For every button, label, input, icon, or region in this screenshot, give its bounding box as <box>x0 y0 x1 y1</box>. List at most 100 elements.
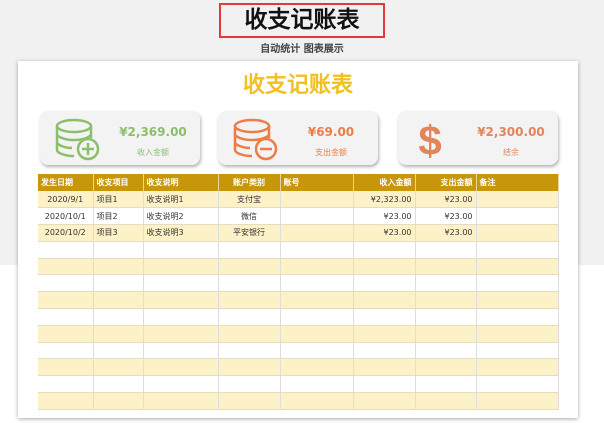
table-cell[interactable]: 项目2 <box>93 207 144 226</box>
table-cell[interactable] <box>415 241 477 259</box>
table-cell[interactable] <box>280 258 354 276</box>
table-cell[interactable] <box>143 342 219 360</box>
table-cell[interactable] <box>93 325 144 343</box>
table-cell[interactable] <box>353 342 416 360</box>
table-cell[interactable]: 2020/10/2 <box>38 224 94 242</box>
table-cell[interactable] <box>415 258 477 276</box>
table-cell[interactable] <box>93 358 144 377</box>
table-cell[interactable] <box>218 342 281 360</box>
table-cell[interactable] <box>476 191 559 209</box>
table-cell[interactable]: 收支说明1 <box>143 191 219 209</box>
table-cell[interactable] <box>218 358 281 377</box>
table-cell[interactable] <box>476 241 559 259</box>
table-cell[interactable] <box>476 325 559 343</box>
column-header[interactable]: 收支项目 <box>93 174 144 191</box>
table-cell[interactable] <box>415 274 477 293</box>
table-cell[interactable] <box>280 191 354 209</box>
table-cell[interactable] <box>218 241 281 259</box>
table-cell[interactable]: 支付宝 <box>218 191 281 209</box>
table-cell[interactable] <box>93 392 144 410</box>
table-cell[interactable] <box>280 342 354 360</box>
table-cell[interactable] <box>353 308 416 326</box>
table-cell[interactable] <box>280 392 354 410</box>
table-cell[interactable] <box>38 291 94 310</box>
table-cell[interactable] <box>143 274 219 293</box>
column-header[interactable]: 收入金额 <box>353 174 416 191</box>
table-cell[interactable] <box>38 241 94 259</box>
table-cell[interactable] <box>143 375 219 394</box>
column-header[interactable]: 备注 <box>476 174 559 191</box>
table-cell[interactable] <box>476 375 559 394</box>
table-cell[interactable] <box>38 274 94 293</box>
table-cell[interactable]: ¥2,323.00 <box>353 191 416 209</box>
table-cell[interactable] <box>415 342 477 360</box>
table-cell[interactable] <box>280 207 354 226</box>
table-cell[interactable] <box>280 274 354 293</box>
table-cell[interactable] <box>476 274 559 293</box>
table-cell[interactable] <box>415 291 477 310</box>
table-cell[interactable]: ¥23.00 <box>353 207 416 226</box>
table-cell[interactable] <box>93 342 144 360</box>
table-cell[interactable] <box>38 375 94 394</box>
table-cell[interactable] <box>218 308 281 326</box>
table-cell[interactable] <box>476 291 559 310</box>
table-cell[interactable] <box>218 258 281 276</box>
table-cell[interactable] <box>280 325 354 343</box>
table-cell[interactable] <box>476 308 559 326</box>
table-cell[interactable] <box>353 325 416 343</box>
table-cell[interactable] <box>143 291 219 310</box>
table-cell[interactable] <box>93 291 144 310</box>
table-cell[interactable] <box>38 392 94 410</box>
table-cell[interactable] <box>218 325 281 343</box>
table-cell[interactable] <box>218 291 281 310</box>
column-header[interactable]: 收支说明 <box>143 174 219 191</box>
table-cell[interactable] <box>93 258 144 276</box>
column-header[interactable]: 发生日期 <box>38 174 94 191</box>
table-cell[interactable] <box>280 291 354 310</box>
table-cell[interactable] <box>38 258 94 276</box>
table-cell[interactable] <box>353 274 416 293</box>
column-header[interactable]: 账户类别 <box>218 174 281 191</box>
table-cell[interactable] <box>38 325 94 343</box>
table-cell[interactable] <box>143 308 219 326</box>
table-cell[interactable] <box>476 207 559 226</box>
column-header[interactable]: 账号 <box>280 174 354 191</box>
table-cell[interactable]: ¥23.00 <box>353 224 416 242</box>
table-cell[interactable]: ¥23.00 <box>415 191 477 209</box>
table-cell[interactable] <box>280 308 354 326</box>
table-cell[interactable]: 微信 <box>218 207 281 226</box>
table-cell[interactable]: ¥23.00 <box>415 224 477 242</box>
table-cell[interactable]: 项目1 <box>93 191 144 209</box>
table-cell[interactable]: 2020/9/1 <box>38 191 94 209</box>
table-cell[interactable] <box>476 258 559 276</box>
table-cell[interactable]: 收支说明2 <box>143 207 219 226</box>
table-cell[interactable] <box>93 241 144 259</box>
table-cell[interactable] <box>218 274 281 293</box>
table-cell[interactable] <box>415 308 477 326</box>
table-cell[interactable] <box>143 392 219 410</box>
table-cell[interactable] <box>476 342 559 360</box>
table-cell[interactable] <box>38 358 94 377</box>
table-cell[interactable] <box>353 291 416 310</box>
table-cell[interactable]: 平安银行 <box>218 224 281 242</box>
table-cell[interactable] <box>415 325 477 343</box>
table-cell[interactable] <box>353 241 416 259</box>
table-cell[interactable] <box>93 308 144 326</box>
table-cell[interactable] <box>476 224 559 242</box>
table-cell[interactable] <box>143 325 219 343</box>
table-cell[interactable] <box>476 358 559 377</box>
table-cell[interactable] <box>143 241 219 259</box>
table-cell[interactable] <box>280 358 354 377</box>
table-cell[interactable] <box>353 375 416 394</box>
table-cell[interactable] <box>143 258 219 276</box>
table-cell[interactable] <box>38 308 94 326</box>
table-cell[interactable] <box>476 392 559 410</box>
table-cell[interactable] <box>415 375 477 394</box>
table-cell[interactable] <box>415 358 477 377</box>
table-cell[interactable] <box>353 258 416 276</box>
table-cell[interactable]: 项目3 <box>93 224 144 242</box>
table-cell[interactable] <box>415 392 477 410</box>
table-cell[interactable] <box>218 375 281 394</box>
table-cell[interactable] <box>353 392 416 410</box>
table-cell[interactable] <box>93 375 144 394</box>
